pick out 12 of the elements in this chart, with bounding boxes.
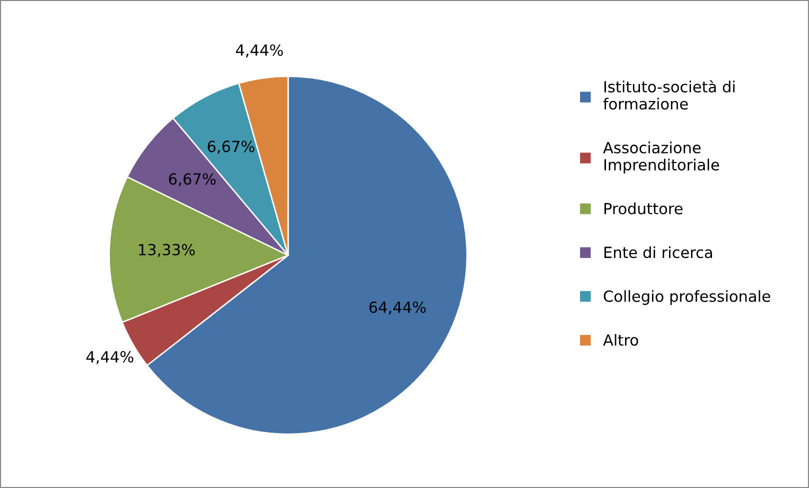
data-label: 6,67% bbox=[168, 173, 216, 186]
legend-label: Istituto-società di formazione bbox=[603, 80, 735, 110]
legend-label: Ente di ricerca bbox=[604, 246, 712, 258]
legend-label: Produttore bbox=[604, 202, 682, 214]
data-label: 6,67% bbox=[208, 140, 254, 154]
legend-label: Collegio professionale bbox=[604, 290, 770, 305]
data-label: 4,44% bbox=[236, 44, 283, 58]
data-label: 64,44% bbox=[369, 301, 426, 315]
data-label: 13,33% bbox=[139, 244, 195, 257]
legend-label: Altro bbox=[603, 334, 638, 346]
data-label: 4,44% bbox=[86, 350, 134, 364]
legend-label: Associazione Imprenditoriale bbox=[603, 142, 720, 174]
